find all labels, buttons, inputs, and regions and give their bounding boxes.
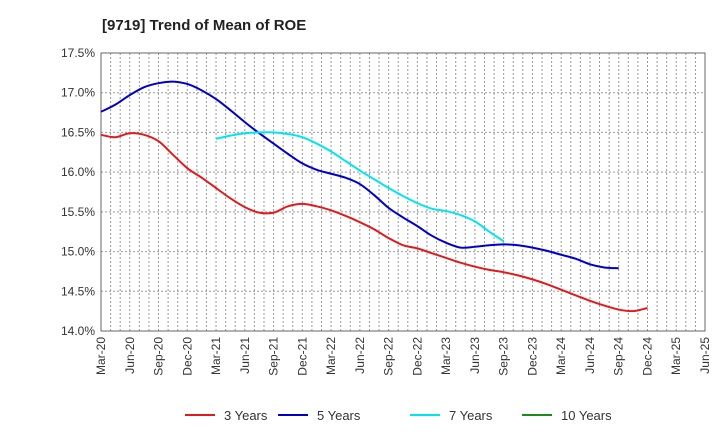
x-tick-label: Dec-24 (640, 337, 654, 376)
legend-label: 7 Years (449, 408, 493, 423)
chart-title: [9719] Trend of Mean of ROE (102, 17, 306, 34)
x-axis-ticks: Mar-20 Jun-20 Sep-20 Dec-20 Mar-21 Jun-21 Sep-… (94, 337, 712, 376)
x-tick-label: Jun-22 (353, 337, 367, 374)
x-tick-label: Sep-24 (612, 337, 626, 376)
series-line-5-years (100, 80, 619, 270)
x-tick-label: Mar-21 (209, 337, 223, 375)
legend-label: 3 Years (224, 408, 268, 423)
x-tick-label: Sep-21 (267, 337, 281, 376)
y-tick-label: 17.0% (61, 86, 95, 100)
x-tick-label: Jun-21 (238, 337, 252, 374)
y-axis-ticks: 14.0% 14.5% 15.0% 15.5% 16.0% 16.5% 17.0% 17.5% (61, 46, 95, 338)
legend-label: 5 Years (317, 408, 361, 423)
x-tick-label: Mar-23 (439, 337, 453, 375)
y-tick-label: 14.5% (61, 284, 95, 298)
x-tick-label: Dec-21 (295, 337, 309, 376)
y-tick-label: 14.0% (61, 324, 95, 338)
grid-lines (101, 53, 705, 331)
x-tick-label: Mar-20 (94, 337, 108, 375)
x-tick-label: Sep-23 (497, 337, 511, 376)
x-tick-label: Sep-20 (152, 337, 166, 376)
series-line-7-years (215, 131, 505, 243)
legend: 3 Years 5 Years 7 Years 10 Years (185, 408, 612, 423)
x-tick-label: Dec-20 (180, 337, 194, 376)
series-lines (100, 80, 648, 313)
x-tick-label: Mar-25 (669, 337, 683, 375)
legend-label: 10 Years (561, 408, 612, 423)
y-tick-label: 15.5% (61, 205, 95, 219)
x-tick-label: Mar-22 (324, 337, 338, 375)
y-tick-label: 16.0% (61, 165, 95, 179)
x-tick-label: Jun-23 (468, 337, 482, 374)
x-tick-label: Sep-22 (382, 337, 396, 376)
series-line-3-years (100, 132, 648, 313)
y-tick-label: 16.5% (61, 125, 95, 139)
plot-frame (100, 52, 706, 332)
x-tick-label: Dec-22 (410, 337, 424, 376)
x-tick-label: Mar-24 (554, 337, 568, 375)
x-tick-label: Jun-25 (698, 337, 712, 374)
y-tick-label: 15.0% (61, 245, 95, 259)
x-tick-label: Jun-24 (583, 337, 597, 374)
x-tick-label: Dec-23 (525, 337, 539, 376)
x-tick-label: Jun-20 (123, 337, 137, 374)
y-tick-label: 17.5% (61, 46, 95, 60)
